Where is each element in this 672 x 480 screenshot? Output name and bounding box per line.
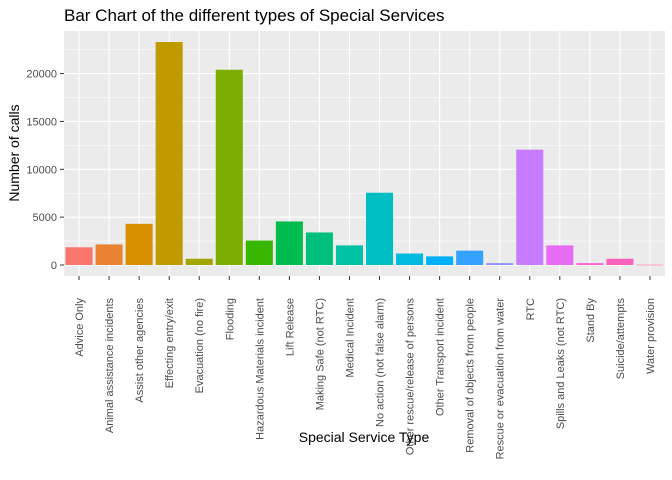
bar: [486, 263, 514, 265]
bar: [606, 258, 634, 265]
x-axis-ticks: Advice Only Animal assistance incidents As…: [74, 276, 657, 459]
bar: [245, 240, 273, 265]
x-tick-label: Medical Incident: [344, 298, 356, 378]
x-tick-label: Advice Only: [74, 298, 86, 357]
bar: [185, 258, 213, 265]
x-tick-label: Evacuation (no fire): [194, 298, 206, 393]
y-tick-label: 0: [51, 260, 57, 272]
y-tick-label: 20000: [26, 69, 57, 81]
y-axis-ticks: 0 5000 10000 15000 20000: [26, 69, 64, 272]
bar: [366, 192, 394, 265]
x-tick-label: Animal assistance incidents: [104, 298, 116, 434]
bar: [516, 149, 544, 265]
bar: [215, 69, 243, 265]
x-tick-label: Stand By: [585, 298, 597, 343]
x-tick-label: Making Safe (not RTC): [314, 298, 326, 410]
bar: [456, 250, 484, 265]
plot-panel: [64, 31, 665, 276]
x-tick-label: Water provision: [645, 298, 657, 374]
bar: [305, 232, 333, 265]
y-tick-label: 5000: [33, 212, 57, 224]
x-tick-label: Rescue or evacuation from water: [495, 298, 507, 460]
y-tick-label: 10000: [26, 164, 57, 176]
x-tick-label: Assist other agencies: [134, 298, 146, 403]
bar: [426, 256, 454, 265]
bar: [155, 42, 183, 265]
bars: [65, 42, 664, 266]
bar: [576, 263, 604, 265]
x-tick-label: Removal of objects from people: [465, 298, 477, 453]
y-axis-title: Number of calls: [6, 104, 22, 201]
x-tick-label: Hazardous Materials incident: [254, 298, 266, 440]
x-tick-label: Other Transport incident: [435, 298, 447, 416]
bar: [275, 221, 303, 265]
x-tick-label: Lift Release: [284, 298, 296, 356]
bar: [335, 245, 363, 265]
y-tick-label: 15000: [26, 116, 57, 128]
x-tick-label: Other rescue/release of persons: [405, 298, 417, 456]
x-tick-label: Spills and Leaks (not RTC): [555, 298, 567, 429]
bar: [546, 245, 574, 265]
x-axis-title: Special Service Type: [299, 429, 430, 445]
bar: [65, 247, 93, 265]
x-tick-label: RTC: [525, 298, 537, 320]
bar: [636, 264, 664, 266]
chart-title: Bar Chart of the different types of Spec…: [64, 6, 445, 25]
bar: [125, 223, 153, 265]
x-tick-label: Suicide/attempts: [615, 298, 627, 380]
bar: [95, 244, 123, 265]
x-tick-label: Flooding: [224, 298, 236, 340]
x-tick-label: Effecting entry/exit: [164, 298, 176, 388]
bar: [396, 253, 424, 265]
x-tick-label: No action (not false alarm): [375, 298, 387, 427]
